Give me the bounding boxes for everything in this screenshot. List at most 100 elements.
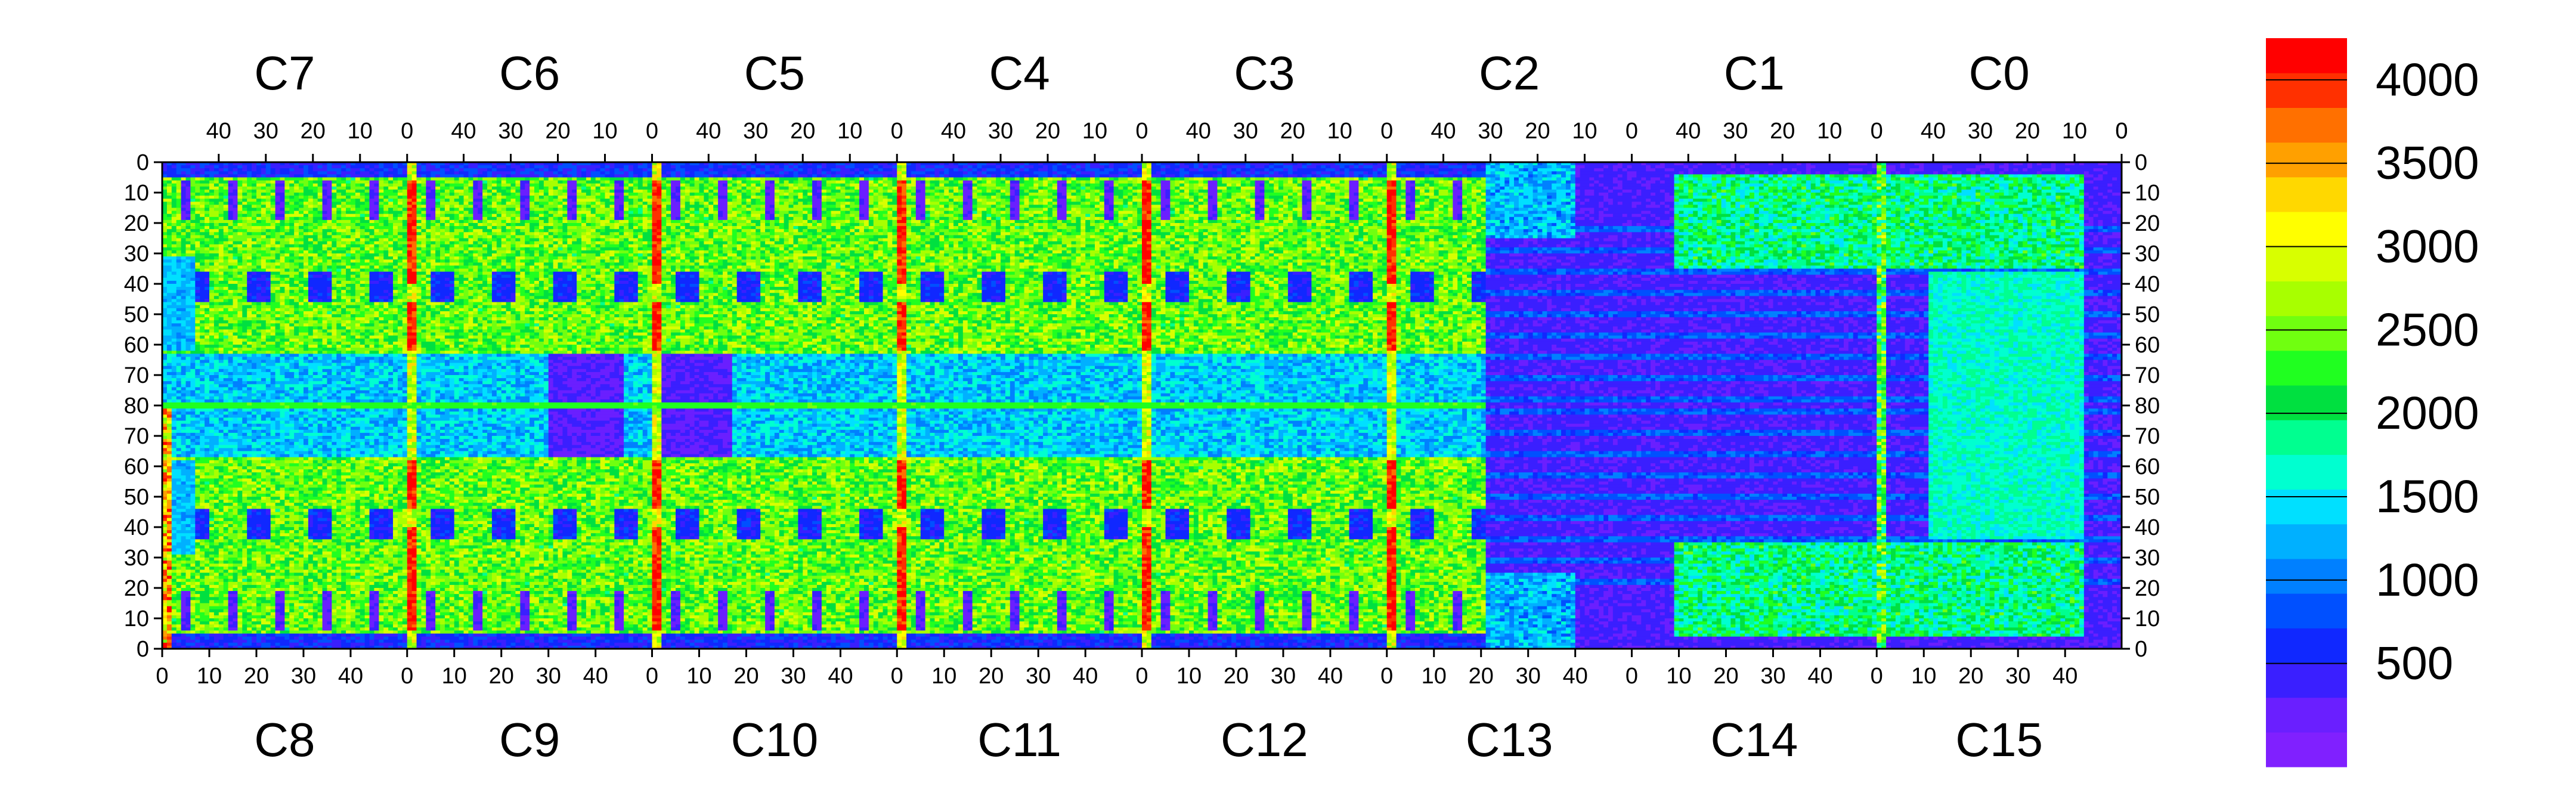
heatmap-cell <box>1792 178 1797 181</box>
heatmap-cell <box>1561 184 1566 187</box>
heatmap-cell <box>1976 174 1981 178</box>
heatmap-cell <box>1943 168 1948 172</box>
heatmap-cell <box>1425 171 1430 175</box>
heatmap-cell <box>1806 168 1812 172</box>
heatmap-cell <box>544 174 558 178</box>
heatmap-cell <box>487 174 493 178</box>
heatmap-cell <box>690 178 695 181</box>
heatmap-cell <box>963 187 968 190</box>
heatmap-cell <box>445 190 450 193</box>
heatmap-cell <box>379 165 384 169</box>
heatmap-cell <box>1015 174 1020 178</box>
heatmap-cell <box>600 168 606 172</box>
heatmap-cell <box>1288 168 1293 172</box>
heatmap-cell <box>1184 187 1190 190</box>
heatmap-cell <box>1453 184 1458 187</box>
heatmap-cell <box>388 187 398 190</box>
heatmap-cell <box>1444 174 1453 178</box>
heatmap-cell <box>1001 178 1006 181</box>
heatmap-cell <box>1801 171 1807 175</box>
heatmap-cell <box>1062 184 1067 187</box>
heatmap-cell <box>845 181 850 184</box>
heatmap-cell <box>765 178 779 181</box>
heatmap-cell <box>228 190 234 193</box>
heatmap-cell <box>1377 174 1387 178</box>
heatmap-cell <box>1849 171 1868 175</box>
heatmap-cell <box>1938 181 1943 184</box>
heatmap-cell <box>1730 184 1736 187</box>
heatmap-cell <box>1698 184 1703 187</box>
heatmap-cell <box>2055 174 2065 178</box>
heatmap-cell <box>1392 178 1397 181</box>
heatmap-cell <box>506 190 512 193</box>
heatmap-cell <box>1858 174 1863 178</box>
heatmap-cell <box>1608 165 1614 169</box>
heatmap-cell <box>1665 165 1684 169</box>
heatmap-cell <box>1849 184 1858 187</box>
heatmap-cell <box>1302 184 1312 187</box>
heatmap-cell <box>299 181 308 184</box>
heatmap-cell <box>906 174 912 178</box>
heatmap-cell <box>177 181 182 184</box>
heatmap-cell <box>1877 187 1882 190</box>
heatmap-cell <box>1717 178 1722 181</box>
heatmap-cell <box>313 184 318 187</box>
heatmap-cell <box>1217 174 1222 178</box>
heatmap-cell <box>435 184 441 187</box>
heatmap-cell <box>1255 165 1265 169</box>
heatmap-cell <box>487 181 493 184</box>
heatmap-cell <box>1872 184 1881 187</box>
heatmap-cell <box>407 171 413 175</box>
heatmap-cell <box>1881 168 1887 172</box>
heatmap-cell <box>2042 178 2047 181</box>
heatmap-cell <box>379 178 384 181</box>
heatmap-cell <box>1250 178 1256 181</box>
heatmap-cell <box>2008 168 2014 172</box>
heatmap-cell <box>1363 178 1368 181</box>
heatmap-cell <box>1594 178 1613 181</box>
heatmap-cell <box>1740 181 1745 184</box>
heatmap-cell <box>713 184 719 187</box>
heatmap-cell <box>1712 184 1717 187</box>
heatmap-cell <box>1575 184 1581 187</box>
heatmap-cell <box>1726 181 1731 184</box>
heatmap-cell <box>1283 181 1289 184</box>
heatmap-cell <box>464 168 478 172</box>
heatmap-cell <box>1015 168 1020 172</box>
heatmap-cell <box>1250 181 1256 184</box>
heatmap-cell <box>1995 187 2000 190</box>
heatmap-cell <box>1330 174 1336 178</box>
heatmap-cell <box>1623 168 1628 172</box>
heatmap-cell <box>346 187 351 190</box>
heatmap-cell <box>1189 165 1194 169</box>
heatmap-cell <box>323 187 332 190</box>
heatmap-cell <box>383 178 389 181</box>
heatmap-cell <box>1910 187 1919 190</box>
heatmap-cell <box>577 165 600 169</box>
heatmap-cell <box>398 181 403 184</box>
heatmap-cell <box>1382 187 1388 190</box>
heatmap-cell <box>1514 165 1519 169</box>
heatmap-cell <box>1377 168 1383 172</box>
heatmap-cell <box>1330 184 1336 187</box>
heatmap-cell <box>1693 174 1702 178</box>
heatmap-cell <box>1128 171 1133 175</box>
heatmap-cell <box>822 165 827 169</box>
heatmap-cell <box>1816 165 1872 169</box>
heatmap-cell <box>167 168 177 172</box>
heatmap-cell <box>1345 178 1350 181</box>
heatmap-cell <box>1844 184 1849 187</box>
heatmap-cell <box>850 181 855 184</box>
heatmap-cell <box>1392 174 1397 178</box>
heatmap-cell <box>1217 181 1222 184</box>
heatmap-cell <box>1302 187 1308 190</box>
heatmap-cell <box>468 181 473 184</box>
heatmap-cell <box>1132 184 1138 187</box>
heatmap-cell <box>883 165 893 169</box>
heatmap-cell <box>1326 178 1331 181</box>
heatmap-cell <box>1571 165 1576 169</box>
heatmap-cell <box>638 184 643 187</box>
heatmap-cell <box>770 181 775 184</box>
heatmap-cell <box>1453 178 1458 181</box>
heatmap-cell <box>431 174 436 178</box>
